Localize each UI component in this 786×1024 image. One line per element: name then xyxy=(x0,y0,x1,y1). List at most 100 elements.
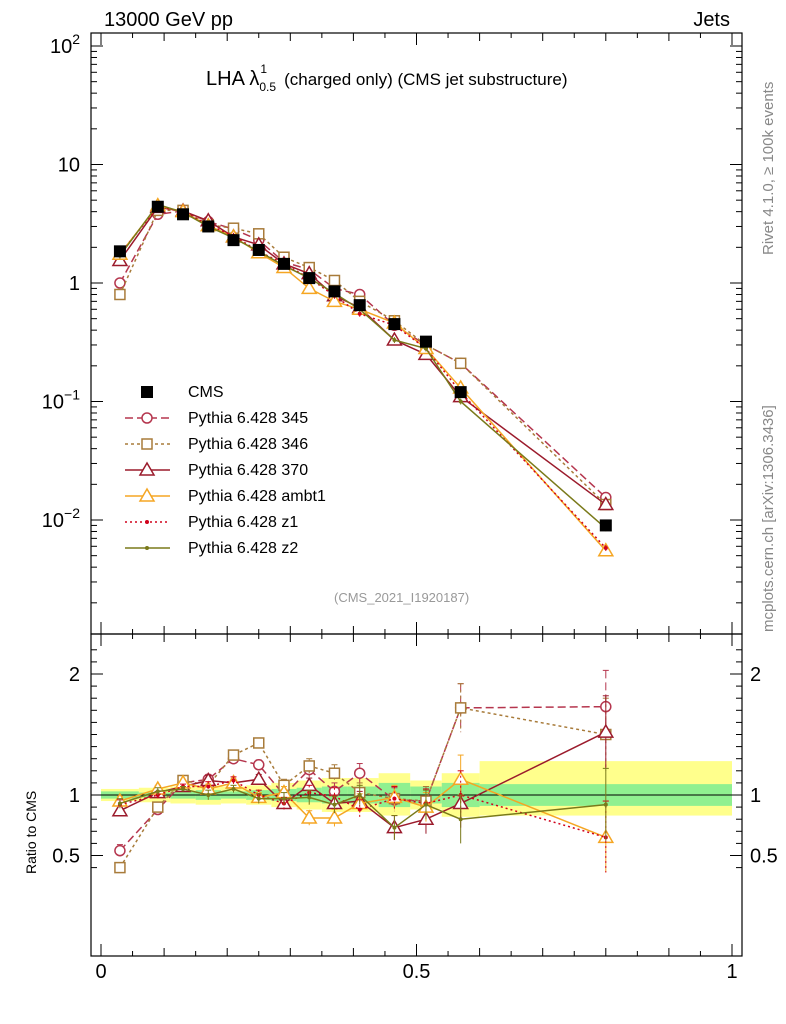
title-sub: 0.5 xyxy=(259,80,277,94)
legend-marker xyxy=(138,461,156,476)
ratio-point xyxy=(392,825,397,830)
xtick-label: 1 xyxy=(726,961,737,983)
data-point xyxy=(151,200,164,213)
data-point xyxy=(113,245,126,258)
ratio-point xyxy=(250,770,268,786)
ratio-point xyxy=(117,801,122,806)
ratio-point xyxy=(423,802,428,807)
series-point xyxy=(392,338,397,343)
legend-marker xyxy=(145,520,149,524)
ratio-ytick-label: 0.5 xyxy=(52,846,80,868)
ratio-point xyxy=(326,809,343,824)
legend-label: Pythia 6.428 z2 xyxy=(188,540,298,557)
series-point xyxy=(357,311,362,316)
data-point xyxy=(303,272,316,285)
ratio-point xyxy=(152,801,164,813)
ratio-point xyxy=(307,795,312,800)
ratio-line xyxy=(119,707,606,868)
ratio-ytick-label-right: 1 xyxy=(750,785,761,807)
data-point xyxy=(202,220,215,233)
ratio-point xyxy=(256,796,261,801)
ratio-point xyxy=(114,844,126,857)
data-point xyxy=(277,257,290,270)
top-series xyxy=(111,197,615,557)
xtick-label: 0 xyxy=(95,961,106,983)
data-point xyxy=(252,243,265,256)
ratio-point xyxy=(452,770,469,786)
ratio-point xyxy=(231,786,236,791)
data-point xyxy=(177,208,190,221)
ratio-point xyxy=(332,802,337,807)
chart-title: LHA λ 1 0.5 (charged only) (CMS jet substr… xyxy=(206,62,568,94)
top-ytick-label: 1 xyxy=(69,273,80,295)
top-ytick-label: 10 xyxy=(58,155,80,177)
ratio-point xyxy=(253,759,265,771)
data-point xyxy=(419,335,432,348)
series-line xyxy=(119,206,607,506)
ratio-point xyxy=(181,786,186,791)
data-point xyxy=(353,299,366,312)
series-line xyxy=(119,210,607,498)
ratio-ytick-label: 1 xyxy=(69,785,80,807)
title-rest: (charged only) (CMS jet substructure) xyxy=(279,70,568,89)
ratio-point xyxy=(281,796,286,801)
series-point xyxy=(597,496,615,511)
top-ytick-label: 102 xyxy=(50,31,80,58)
series-line xyxy=(119,209,607,506)
ratio-point xyxy=(300,809,318,824)
legend-label: Pythia 6.428 346 xyxy=(188,436,308,453)
ratio-point xyxy=(454,702,467,714)
data-point xyxy=(227,234,240,247)
ratio-ytick-label-right: 0.5 xyxy=(750,846,778,868)
legend: CMS Pythia 6.428 345 Pythia 6.428 346 Pythi… xyxy=(125,384,326,557)
axis-ticks: 10−2 10−1 1 10 102 0 0.5 1 0.5 0.5 1 1 2 2 xyxy=(42,31,778,983)
ratio-series xyxy=(111,669,615,874)
ratio-point xyxy=(357,807,362,812)
ratio-point xyxy=(227,749,240,761)
xtick-label: 0.5 xyxy=(403,961,431,983)
data-point xyxy=(454,386,467,399)
ratio-point xyxy=(357,793,362,797)
legend-label: Pythia 6.428 ambt1 xyxy=(188,488,326,505)
series-line xyxy=(119,203,607,529)
ratio-ytick-label: 2 xyxy=(69,664,80,686)
legend-marker-cms xyxy=(141,386,153,398)
ratio-point xyxy=(603,802,608,807)
ratio-point xyxy=(353,767,366,779)
title-sup: 1 xyxy=(260,62,268,76)
analysis-tag: (CMS_2021_I1920187) xyxy=(334,590,470,605)
legend-marker xyxy=(138,487,156,502)
ratio-ytick-label-right: 2 xyxy=(750,664,761,686)
series-point xyxy=(114,288,126,301)
ratio-point xyxy=(155,789,160,794)
legend-label-cms: CMS xyxy=(188,384,224,401)
ratio-point xyxy=(597,723,615,738)
title-main: LHA λ xyxy=(206,68,260,90)
series-point xyxy=(603,546,608,551)
ratio-point xyxy=(206,784,211,789)
ratio-point xyxy=(253,737,265,749)
ratio-point xyxy=(231,778,236,783)
legend-label: Pythia 6.428 345 xyxy=(188,410,308,427)
ratio-line xyxy=(119,788,606,829)
data-point xyxy=(388,318,401,331)
series-point xyxy=(300,279,318,295)
ratio-point xyxy=(303,760,315,772)
ratio-point xyxy=(392,796,397,801)
legend-marker xyxy=(141,438,153,450)
ratio-point xyxy=(114,861,126,874)
ratio-point xyxy=(458,817,463,822)
series-point xyxy=(458,399,463,404)
header-left: 13000 GeV pp xyxy=(104,9,233,31)
legend-marker xyxy=(141,412,153,424)
series-point xyxy=(328,274,341,287)
top-ytick-label: 10−1 xyxy=(42,387,80,414)
top-ytick-label: 10−2 xyxy=(42,505,80,532)
ratio-point xyxy=(206,793,211,797)
series-point xyxy=(454,357,467,370)
data-point xyxy=(328,285,341,298)
legend-marker xyxy=(145,546,149,550)
ratio-point xyxy=(328,767,341,779)
data-point xyxy=(599,519,612,532)
series-point xyxy=(326,292,343,308)
